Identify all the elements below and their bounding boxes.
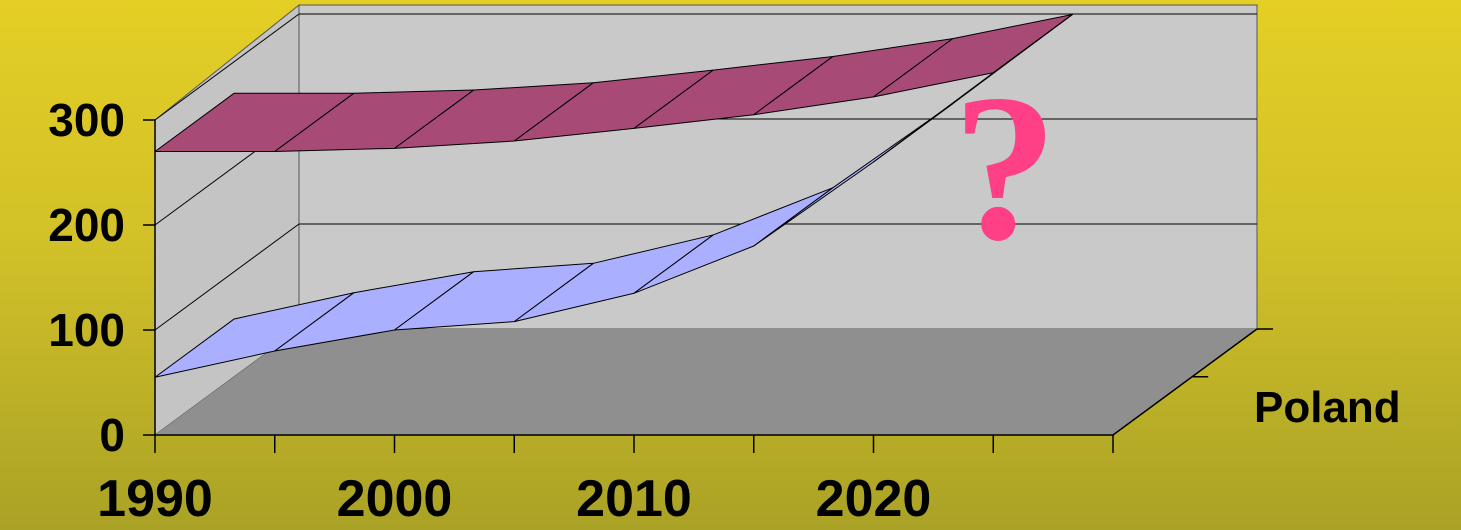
x-tick-label: 2010	[576, 470, 692, 528]
x-tick-label: 2020	[816, 470, 932, 528]
series-1	[154, 13, 1073, 378]
side-gridline-100	[154, 223, 300, 331]
x-tick-label: 1990	[97, 470, 213, 528]
y-tick-labels: 0 100 200 300	[48, 94, 125, 461]
x-tick-labels: 1990 2000 2010 2020	[97, 470, 931, 528]
depth-axis-label: Poland	[1254, 383, 1401, 432]
depth-axis	[1112, 328, 1258, 436]
y-tick-label: 300	[48, 94, 125, 146]
question-mark-annotation: ?	[953, 52, 1058, 284]
series-layer	[154, 13, 1073, 378]
side-gridline-300	[154, 13, 300, 121]
y-tick-label: 0	[99, 409, 125, 461]
x-tick-label: 2000	[337, 470, 453, 528]
floor	[155, 329, 1257, 435]
y-tick-label: 200	[48, 199, 125, 251]
series-0	[154, 13, 1073, 152]
axes	[143, 119, 1273, 453]
series-1-segment-6	[873, 13, 1073, 163]
y-tick-label: 100	[48, 304, 125, 356]
